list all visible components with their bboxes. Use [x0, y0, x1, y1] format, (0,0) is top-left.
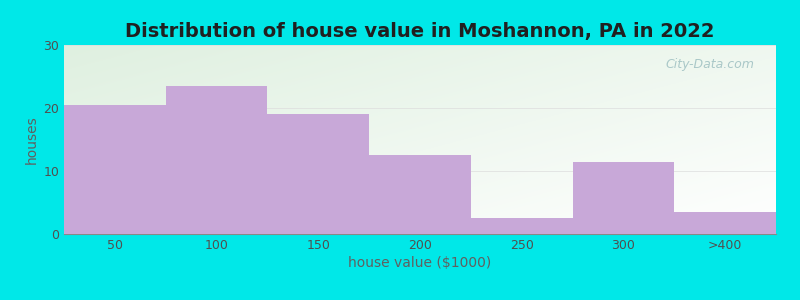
- Bar: [166, 86, 267, 234]
- Bar: [471, 218, 573, 234]
- Text: City-Data.com: City-Data.com: [666, 58, 754, 71]
- Bar: [267, 114, 369, 234]
- Bar: [674, 212, 776, 234]
- Title: Distribution of house value in Moshannon, PA in 2022: Distribution of house value in Moshannon…: [126, 22, 714, 41]
- Bar: [369, 155, 471, 234]
- Bar: [64, 105, 166, 234]
- X-axis label: house value ($1000): house value ($1000): [348, 256, 492, 270]
- Bar: [573, 161, 674, 234]
- Y-axis label: houses: houses: [25, 115, 39, 164]
